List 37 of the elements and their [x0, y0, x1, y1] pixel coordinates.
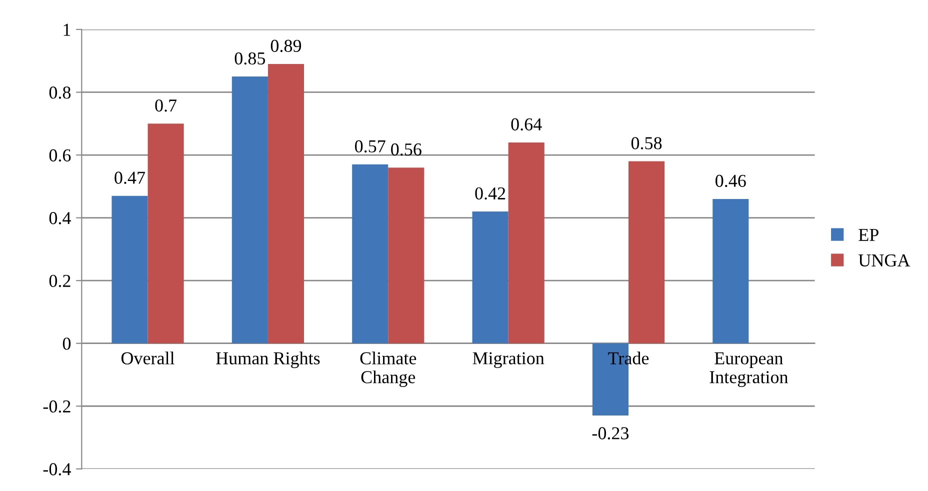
- x-tick-label: Climate Change: [360, 352, 416, 387]
- legend-label: UNGA: [858, 254, 910, 267]
- x-tick-label: Overall: [121, 352, 174, 364]
- data-label: 0.46: [716, 174, 746, 188]
- bar: [388, 168, 424, 344]
- x-tick-label: Migration: [472, 352, 544, 368]
- data-label: 0.47: [114, 172, 146, 184]
- bar: [112, 196, 148, 344]
- data-label: 0.89: [270, 40, 302, 52]
- bar: [148, 124, 184, 344]
- bar: [628, 161, 665, 344]
- x-tick-label: European Integration: [710, 352, 788, 387]
- bar: [508, 142, 544, 344]
- y-tick-label: 0.6: [49, 149, 71, 162]
- x-tick-label: Human Rights: [216, 352, 320, 368]
- y-tick-label: 0.4: [49, 212, 71, 224]
- legend-label: EP: [858, 229, 878, 241]
- y-tick-label: -0.2: [43, 400, 70, 413]
- data-label: 0.42: [475, 187, 506, 200]
- y-tick-label: 0.2: [49, 274, 70, 288]
- data-label: 0.85: [234, 52, 266, 65]
- data-label: 0.58: [631, 137, 662, 150]
- data-label: 0.7: [155, 99, 177, 112]
- bar: [232, 76, 268, 344]
- y-tick-label: 0.8: [49, 86, 71, 99]
- data-label: 0.56: [391, 143, 422, 156]
- y-tick-label: 0: [62, 338, 71, 350]
- data-label: 0.57: [354, 140, 386, 153]
- bar: [472, 212, 508, 344]
- y-tick-label: 1: [64, 24, 70, 36]
- bar: [268, 64, 304, 344]
- bar: [352, 164, 388, 344]
- y-tick-label: -0.4: [43, 463, 71, 476]
- data-label: 0.64: [511, 118, 542, 131]
- x-tick-label: Trade: [608, 352, 649, 364]
- data-label: -0.23: [592, 427, 629, 440]
- bar: [712, 198, 749, 344]
